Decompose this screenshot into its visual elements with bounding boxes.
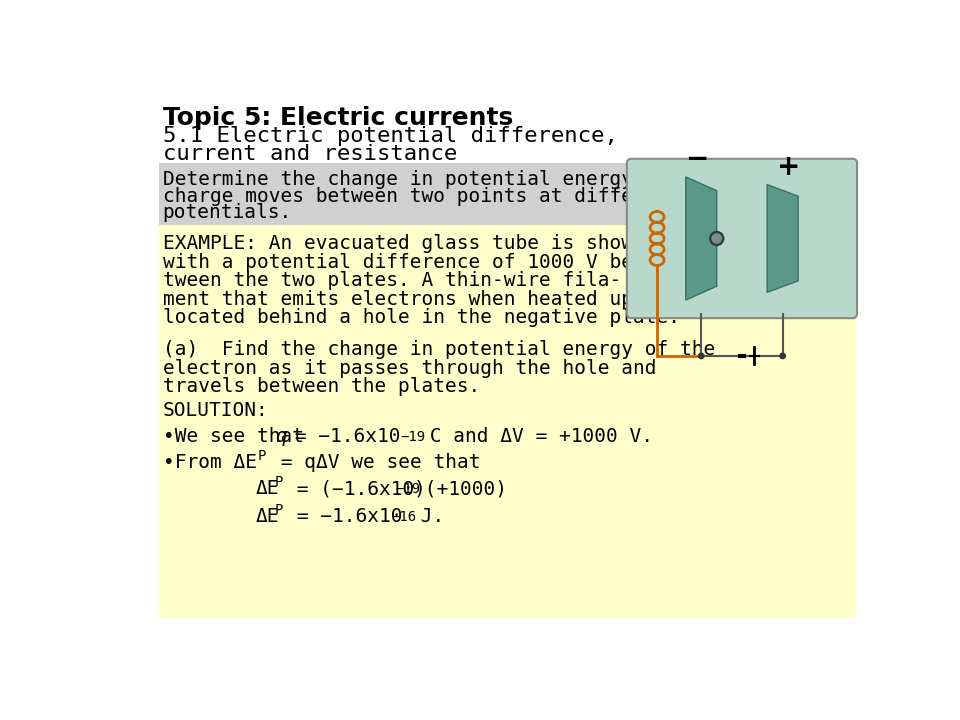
Text: •From ΔE: •From ΔE [162, 453, 256, 472]
Circle shape [699, 354, 704, 359]
Text: EXAMPLE: An evacuated glass tube is shown: EXAMPLE: An evacuated glass tube is show… [162, 234, 644, 253]
Text: located behind a hole in the negative plate.: located behind a hole in the negative pl… [162, 308, 680, 327]
Text: (a)  Find the change in potential energy of the: (a) Find the change in potential energy … [162, 341, 715, 359]
FancyBboxPatch shape [627, 159, 857, 318]
Circle shape [709, 232, 724, 246]
Text: potentials.: potentials. [162, 204, 292, 222]
FancyBboxPatch shape [158, 225, 856, 618]
Text: SOLUTION:: SOLUTION: [162, 400, 269, 420]
Text: −: − [685, 145, 709, 173]
Text: with a potential difference of 1000 V be-: with a potential difference of 1000 V be… [162, 253, 644, 271]
Text: +: + [778, 153, 801, 181]
Text: )(+1000): )(+1000) [414, 479, 508, 498]
Text: −16: −16 [392, 510, 417, 524]
Text: −19: −19 [396, 482, 421, 496]
Text: Topic 5: Electric currents: Topic 5: Electric currents [162, 106, 513, 130]
Text: tween the two plates. A thin-wire fila-: tween the two plates. A thin-wire fila- [162, 271, 621, 290]
Circle shape [780, 354, 785, 359]
Polygon shape [685, 177, 717, 300]
Text: J.: J. [409, 507, 444, 526]
Text: = qΔV we see that: = qΔV we see that [269, 453, 480, 472]
Text: 5.1 Electric potential difference,: 5.1 Electric potential difference, [162, 127, 617, 146]
Text: P: P [275, 503, 283, 517]
Text: = −1.6x10: = −1.6x10 [285, 507, 402, 526]
FancyBboxPatch shape [158, 163, 841, 225]
Text: charge moves between two points at different: charge moves between two points at diffe… [162, 186, 680, 205]
Text: −19: −19 [400, 430, 425, 444]
Text: ΔE: ΔE [255, 507, 279, 526]
Circle shape [712, 234, 721, 243]
Text: q: q [275, 427, 287, 446]
Text: travels between the plates.: travels between the plates. [162, 377, 480, 397]
Text: •We see that: •We see that [162, 427, 316, 446]
Text: ΔE: ΔE [255, 479, 279, 498]
Polygon shape [767, 184, 798, 292]
Text: = −1.6x10: = −1.6x10 [283, 427, 400, 446]
Text: ment that emits electrons when heated up is: ment that emits electrons when heated up… [162, 289, 668, 309]
Text: C and ΔV = +1000 V.: C and ΔV = +1000 V. [419, 427, 654, 446]
Text: electron as it passes through the hole and: electron as it passes through the hole a… [162, 359, 656, 378]
Text: Determine the change in potential energy when a: Determine the change in potential energy… [162, 169, 715, 189]
Text: = (−1.6x10: = (−1.6x10 [285, 479, 415, 498]
Text: P: P [275, 475, 283, 490]
Text: current and resistance: current and resistance [162, 144, 457, 164]
Text: P: P [258, 449, 266, 463]
